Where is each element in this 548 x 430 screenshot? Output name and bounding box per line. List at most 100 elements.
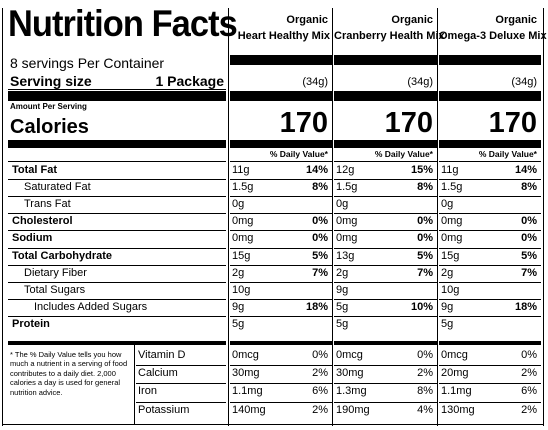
vitamin-label: Calcium	[138, 367, 178, 380]
product-row-divider	[230, 281, 332, 283]
nutrient-dv: 7%	[312, 266, 328, 279]
nutrient-amount: 9g	[336, 283, 349, 296]
product-serving: (34g)	[407, 76, 433, 88]
product-row-divider	[439, 281, 541, 283]
product-calories-bar	[230, 140, 332, 148]
product-calories: 170	[279, 107, 328, 139]
product-vitamin-divider	[230, 401, 332, 403]
product-row-divider	[439, 264, 541, 266]
nutrient-dv: 0%	[417, 232, 433, 245]
nutrient-dv: 5%	[521, 249, 537, 262]
product-row-divider	[439, 315, 541, 317]
nutrient-amount: 5g	[232, 317, 245, 330]
product-thick-bar	[439, 91, 541, 101]
product-vitamin-divider	[439, 401, 541, 403]
vitamin-amount: 140mg	[232, 403, 266, 416]
nutrient-dv: 0%	[521, 232, 537, 245]
product-calories-bar	[334, 140, 437, 148]
product-row-divider	[439, 196, 541, 198]
nutrient-dv: 18%	[514, 300, 537, 313]
nutrient-dv: 8%	[312, 181, 328, 194]
vitamin-label: Potassium	[138, 403, 190, 416]
product-name-line2: Omega-3 Deluxe Mix	[439, 30, 547, 42]
product-vitamin-divider	[334, 365, 437, 367]
vitamin-dv: 0%	[312, 349, 328, 361]
nutrient-dv: 14%	[305, 164, 328, 176]
vitamin-amount: 1.1mg	[232, 385, 263, 398]
thick-divider-calories	[8, 140, 226, 148]
row-divider	[8, 247, 226, 249]
nutrient-label: Dietary Fiber	[24, 266, 87, 279]
nutrient-dv: 18%	[305, 300, 328, 313]
product-dv-header: % Daily Value*	[374, 149, 433, 159]
product-vitamin-bar	[230, 341, 332, 345]
product-row-divider	[230, 247, 332, 249]
product-row-divider	[334, 230, 437, 232]
product-dv-line	[230, 161, 332, 162]
vitamin-dv: 0%	[417, 349, 433, 361]
product-row-divider	[334, 196, 437, 198]
vitamin-dv: 8%	[417, 385, 433, 398]
vitamin-dv: 6%	[312, 385, 328, 398]
vitamin-dv: 4%	[417, 403, 433, 416]
footnote-text: * The % Daily Value tells you how much a…	[10, 350, 128, 397]
row-divider	[8, 213, 226, 215]
vitamin-amount: 30mg	[336, 367, 364, 380]
product-row-divider	[230, 315, 332, 317]
thick-divider-vitamins	[8, 341, 226, 345]
product-row-divider	[334, 315, 437, 317]
nutrient-dv: 5%	[312, 249, 328, 262]
row-divider	[8, 315, 226, 317]
serving-size-underline	[8, 89, 226, 90]
column-separator	[228, 8, 229, 426]
nutrient-amount: 1.5g	[336, 181, 358, 194]
vitamin-dv: 2%	[521, 403, 537, 416]
nutrient-label: Cholesterol	[12, 215, 73, 228]
nutrient-amount: 0g	[232, 198, 245, 211]
vitamin-dv: 6%	[521, 385, 537, 398]
nutrient-amount: 10g	[441, 283, 460, 296]
row-divider	[8, 230, 226, 232]
nutrient-dv: 10%	[410, 300, 433, 313]
column-separator	[332, 8, 333, 426]
product-row-divider	[230, 179, 332, 181]
nutrient-amount: 1.5g	[441, 181, 463, 194]
product-row-divider	[439, 298, 541, 300]
product-serving: (34g)	[302, 76, 328, 88]
product-row-divider	[230, 230, 332, 232]
product-row-divider	[439, 230, 541, 232]
vitamin-row-divider	[136, 401, 226, 403]
nutrient-dv: 0%	[312, 215, 328, 228]
row-divider	[8, 281, 226, 283]
product-calories: 170	[384, 107, 433, 139]
product-row-divider	[334, 281, 437, 283]
product-top-bar	[334, 55, 437, 65]
product-dv-header: % Daily Value*	[478, 149, 537, 159]
nutrient-dv: 7%	[417, 266, 433, 279]
nutrient-label: Sodium	[12, 232, 53, 245]
product-calories-bar	[439, 140, 541, 148]
serving-size-value: 1 Package	[155, 73, 225, 89]
product-row-divider	[439, 247, 541, 249]
product-row-divider	[439, 213, 541, 215]
daily-value-footnote: * The % Daily Value tells you how much a…	[10, 350, 134, 397]
product-vitamin-bar	[334, 341, 437, 345]
vitamin-dv: 2%	[521, 367, 537, 380]
nutrient-amount: 5g	[336, 317, 349, 330]
product-serving: (34g)	[511, 76, 537, 88]
nutrient-amount: 0mg	[336, 232, 358, 245]
vitamin-amount: 0mcg	[232, 349, 259, 361]
vitamin-dv: 2%	[312, 403, 328, 416]
product-row-divider	[334, 213, 437, 215]
vitamin-amount: 1.3mg	[336, 385, 367, 398]
product-top-bar	[439, 55, 541, 65]
nutrient-label: Protein	[12, 317, 50, 330]
vitamin-amount: 30mg	[232, 367, 260, 380]
label-title: Nutrition Facts	[8, 3, 238, 44]
product-row-divider	[230, 213, 332, 215]
nutrient-amount: 10g	[232, 283, 251, 296]
nutrient-amount: 0mg	[441, 215, 463, 228]
product-vitamin-divider	[230, 365, 332, 367]
nutrient-dv: 8%	[417, 181, 433, 194]
